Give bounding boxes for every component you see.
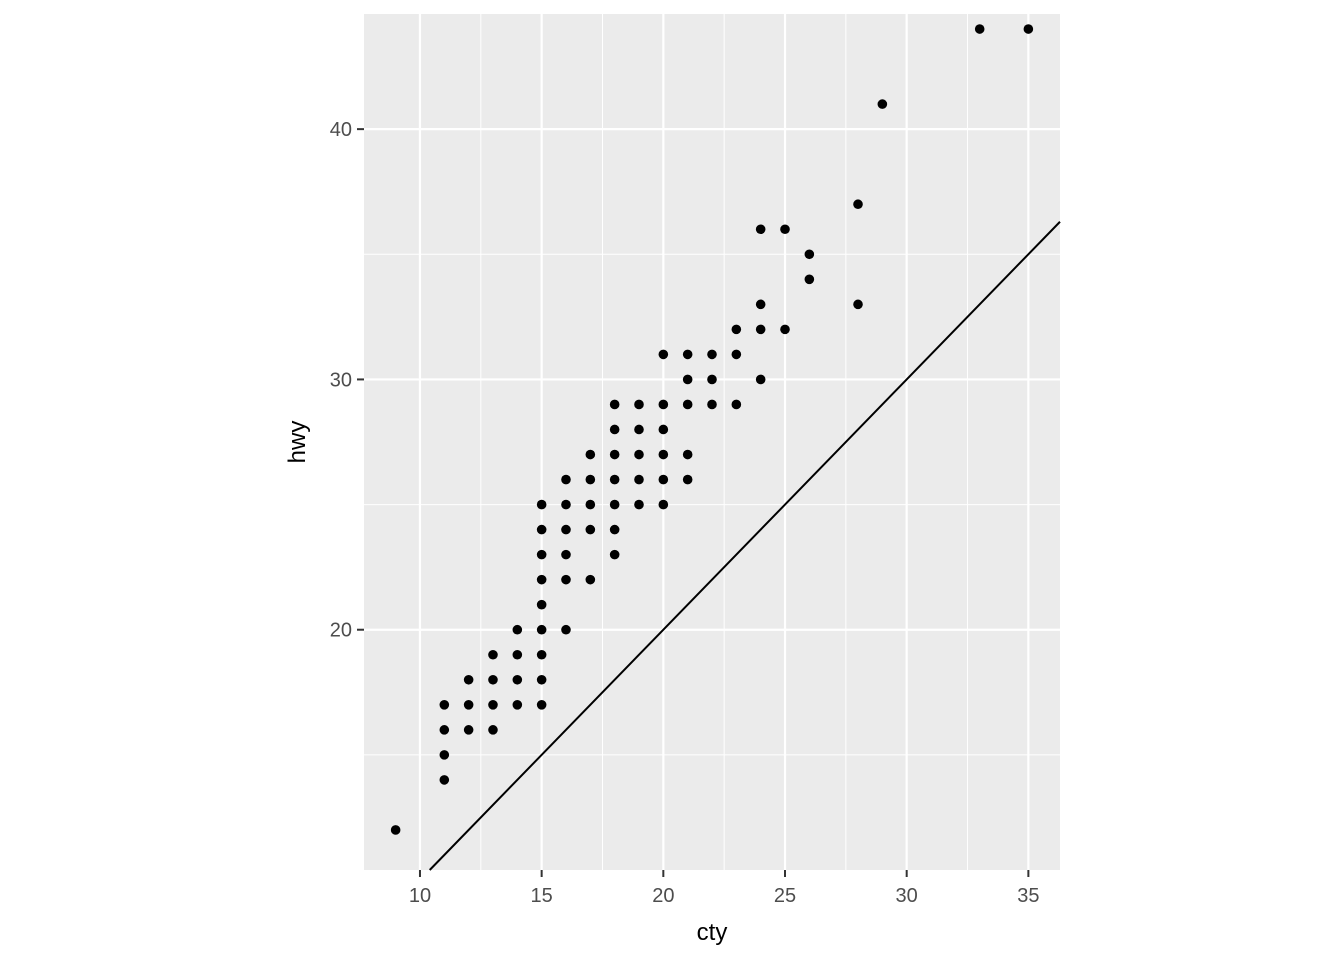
data-point-20 (536, 599, 547, 610)
data-point-49 (658, 474, 669, 485)
data-point-21 (536, 574, 547, 585)
data-point-70 (780, 224, 790, 235)
grid-minor (364, 14, 1060, 870)
data-point-48 (658, 499, 669, 510)
data-point-40 (609, 449, 620, 460)
data-point-38 (609, 499, 620, 510)
data-point-51 (658, 424, 669, 435)
data-point-25 (561, 624, 571, 635)
data-point-57 (682, 374, 693, 385)
data-point-75 (877, 99, 888, 109)
data-point-71 (804, 274, 815, 285)
data-point-33 (585, 499, 596, 510)
data-point-45 (634, 449, 644, 460)
data-point-46 (634, 424, 644, 435)
data-points (390, 24, 1034, 835)
data-point-14 (512, 649, 523, 660)
data-point-30 (561, 474, 571, 485)
data-point-60 (707, 374, 717, 385)
data-point-39 (609, 474, 620, 485)
data-point-50 (658, 449, 669, 460)
data-point-74 (853, 199, 863, 210)
grid-major (364, 14, 1060, 870)
data-point-61 (707, 349, 717, 360)
data-point-62 (731, 399, 742, 410)
data-point-65 (755, 374, 766, 385)
x-axis-title: cty (697, 919, 728, 946)
x-tick-label-0: 10 (409, 885, 431, 907)
data-point-72 (804, 249, 815, 260)
reference-line (428, 221, 1061, 871)
data-point-8 (488, 725, 498, 735)
data-point-76 (974, 24, 985, 34)
data-point-77 (1023, 24, 1034, 34)
x-tick-label-3: 25 (774, 885, 796, 907)
data-point-28 (561, 524, 571, 535)
data-point-17 (536, 674, 547, 685)
data-point-19 (536, 624, 547, 635)
data-point-27 (561, 549, 571, 560)
data-point-32 (585, 524, 596, 535)
data-point-24 (536, 499, 547, 510)
data-point-56 (682, 399, 693, 410)
data-point-59 (707, 399, 717, 410)
data-point-37 (609, 524, 620, 535)
data-point-18 (536, 649, 547, 660)
data-point-23 (536, 524, 547, 535)
data-point-29 (561, 499, 571, 510)
data-point-58 (682, 349, 693, 360)
data-point-67 (755, 299, 766, 310)
data-point-0 (390, 825, 401, 835)
y-tick-label-0: 20 (330, 620, 352, 642)
data-point-26 (561, 574, 571, 585)
data-point-3 (439, 725, 450, 735)
data-point-4 (439, 700, 450, 710)
y-axis-title: hwy (284, 421, 311, 464)
data-point-5 (463, 725, 474, 735)
data-point-11 (488, 649, 498, 660)
plot-panel (364, 14, 1060, 870)
x-axis-tick-labels: 10 15 20 25 30 35 (409, 885, 1040, 907)
data-point-55 (682, 449, 693, 460)
data-point-7 (463, 674, 474, 685)
data-point-68 (755, 224, 766, 235)
data-point-52 (658, 399, 669, 410)
data-point-10 (488, 674, 498, 685)
y-axis-tick-labels: 20 30 40 (330, 119, 352, 642)
data-point-69 (780, 324, 790, 335)
data-point-16 (536, 700, 547, 710)
y-tick-label-1: 30 (330, 369, 352, 391)
data-point-36 (609, 549, 620, 560)
data-point-66 (755, 324, 766, 335)
x-tick-label-4: 30 (896, 885, 918, 907)
data-point-15 (512, 624, 523, 635)
data-point-13 (512, 674, 523, 685)
x-tick-label-1: 15 (531, 885, 553, 907)
axis-ticks (357, 128, 1030, 877)
data-point-42 (609, 399, 620, 410)
data-point-34 (585, 474, 596, 485)
y-tick-label-2: 40 (330, 119, 352, 141)
data-point-54 (682, 474, 693, 485)
data-point-73 (853, 299, 863, 310)
x-tick-label-2: 20 (652, 885, 674, 907)
data-point-9 (488, 700, 498, 710)
data-point-35 (585, 449, 596, 460)
data-point-1 (439, 775, 450, 785)
data-point-41 (609, 424, 620, 435)
data-point-44 (634, 474, 644, 485)
data-point-63 (731, 349, 742, 360)
data-point-31 (585, 574, 596, 585)
x-tick-label-5: 35 (1017, 885, 1039, 907)
data-point-53 (658, 349, 669, 360)
data-point-2 (439, 750, 450, 760)
data-point-12 (512, 700, 523, 710)
data-point-6 (463, 700, 474, 710)
data-point-64 (731, 324, 742, 335)
data-point-47 (634, 399, 644, 410)
data-point-22 (536, 549, 547, 560)
data-point-43 (634, 499, 644, 510)
